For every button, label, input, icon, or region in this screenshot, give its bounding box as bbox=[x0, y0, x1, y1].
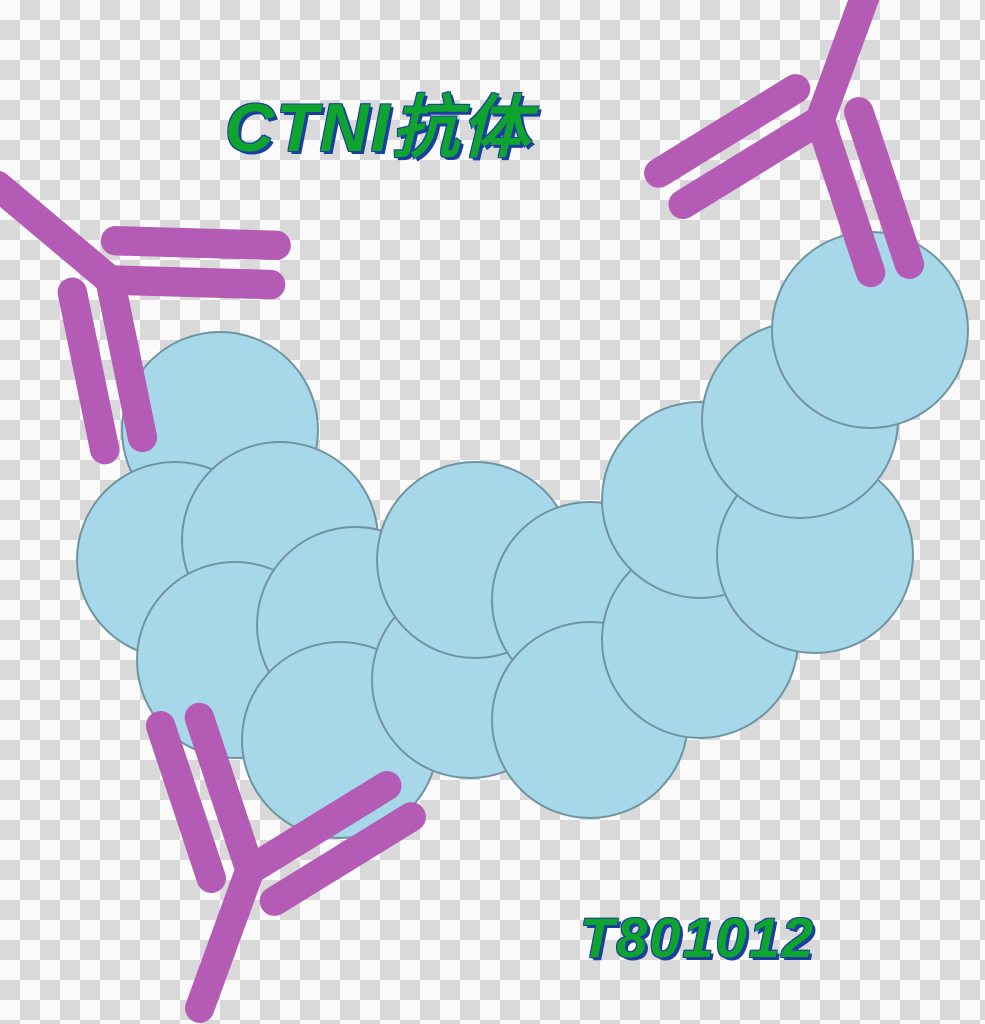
antibody-icon bbox=[652, 0, 985, 284]
antibody-infographic bbox=[0, 0, 985, 1024]
